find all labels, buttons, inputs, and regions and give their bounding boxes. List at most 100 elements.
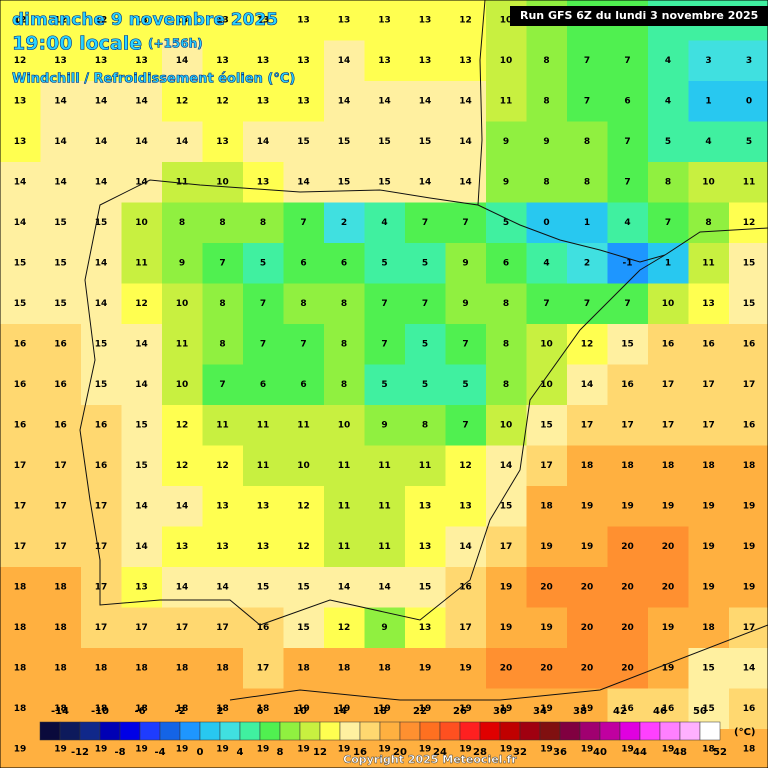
cell-value: 12 [216, 97, 229, 107]
legend-swatch [479, 721, 501, 741]
cell-value: 10 [297, 461, 310, 471]
legend-label: 34 [533, 706, 547, 717]
cell-fill [364, 81, 406, 122]
cell-value: 18 [702, 461, 715, 471]
cell-value: 17 [95, 542, 108, 552]
legend-swatch [539, 721, 561, 741]
cell-value: 20 [581, 583, 594, 593]
cell-value: 15 [702, 664, 715, 674]
cell-fill [202, 486, 244, 527]
cell-value: 13 [14, 137, 27, 147]
legend-swatch [679, 721, 701, 741]
cell-fill [405, 162, 446, 203]
cell-value: 17 [702, 421, 715, 431]
cell-fill [81, 202, 122, 244]
cell-value: 14 [419, 178, 432, 188]
cell-fill [607, 324, 649, 365]
cell-fill [283, 121, 325, 163]
cell-fill [526, 405, 568, 446]
legend-label: 20 [393, 747, 407, 758]
cell-fill [526, 324, 568, 365]
cell-value: 17 [14, 461, 27, 471]
cell-value: 17 [743, 623, 756, 633]
cell-value: 13 [702, 299, 715, 309]
copyright: Copyright 2025 Meteociel.fr [343, 753, 517, 766]
cell-fill [405, 567, 446, 608]
cell-fill [567, 405, 608, 446]
cell-fill [526, 364, 568, 406]
cell-fill [486, 202, 527, 244]
cell-value: 14 [338, 56, 351, 66]
cell-value: 8 [422, 421, 428, 431]
legend-label: 40 [593, 747, 607, 758]
cell-value: 11 [338, 542, 351, 552]
cell-fill [324, 81, 365, 122]
cell-value: 17 [54, 461, 67, 471]
cell-value: 14 [135, 380, 148, 390]
cell-fill [648, 405, 689, 446]
cell-fill [81, 324, 122, 365]
legend-swatch [599, 721, 621, 741]
cell-fill [162, 405, 203, 446]
cell-value: 8 [260, 218, 266, 228]
cell-value: 18 [257, 704, 270, 714]
legend-swatch [219, 721, 241, 741]
cell-fill [364, 364, 406, 406]
cell-fill [445, 607, 487, 649]
cell-fill [688, 162, 730, 203]
cell-value: 15 [14, 259, 27, 269]
cell-fill [486, 81, 527, 122]
cell-value: 20 [621, 542, 634, 552]
cell-fill [243, 607, 284, 649]
cell-value: 14 [459, 542, 472, 552]
cell-value: 11 [338, 461, 351, 471]
cell-fill [202, 526, 244, 568]
cell-value: 16 [14, 421, 27, 431]
cell-fill [324, 324, 365, 365]
cell-fill [324, 0, 365, 41]
cell-fill [364, 324, 406, 365]
cell-fill [729, 648, 768, 689]
cell-value: 14 [135, 542, 148, 552]
cell-fill [567, 364, 608, 406]
cell-fill [567, 283, 608, 325]
cell-value: 16 [702, 340, 715, 350]
cell-fill [324, 405, 365, 446]
cell-fill [0, 283, 41, 325]
cell-value: 19 [95, 745, 108, 755]
cell-value: 6 [300, 259, 306, 269]
cell-value: 17 [257, 664, 270, 674]
cell-value: 18 [14, 704, 27, 714]
legend-label: 50 [693, 706, 707, 717]
cell-fill [40, 40, 82, 82]
legend-swatch [259, 721, 281, 741]
cell-fill [162, 81, 203, 122]
cell-value: 17 [500, 542, 513, 552]
cell-fill [0, 121, 41, 163]
legend-label: 8 [277, 747, 284, 758]
cell-value: 7 [422, 218, 428, 228]
cell-fill [526, 567, 568, 608]
cell-value: 16 [621, 704, 634, 714]
cell-fill [202, 324, 244, 365]
cell-value: 6 [300, 380, 306, 390]
cell-fill [405, 364, 446, 406]
cell-value: 19 [54, 745, 67, 755]
cell-fill [162, 40, 203, 82]
cell-fill [729, 729, 768, 770]
cell-value: 5 [422, 340, 428, 350]
cell-value: 12 [176, 421, 189, 431]
cell-value: 18 [14, 664, 27, 674]
cell-fill [486, 121, 527, 163]
cell-value: 19 [459, 704, 472, 714]
cell-fill [607, 526, 649, 568]
cell-fill [486, 40, 527, 82]
cell-fill [283, 648, 325, 689]
cell-fill [648, 121, 689, 163]
cell-fill [202, 567, 244, 608]
cell-value: 9 [462, 259, 468, 269]
cell-fill [202, 364, 244, 406]
cell-fill [81, 40, 122, 82]
cell-value: 0 [543, 218, 549, 228]
